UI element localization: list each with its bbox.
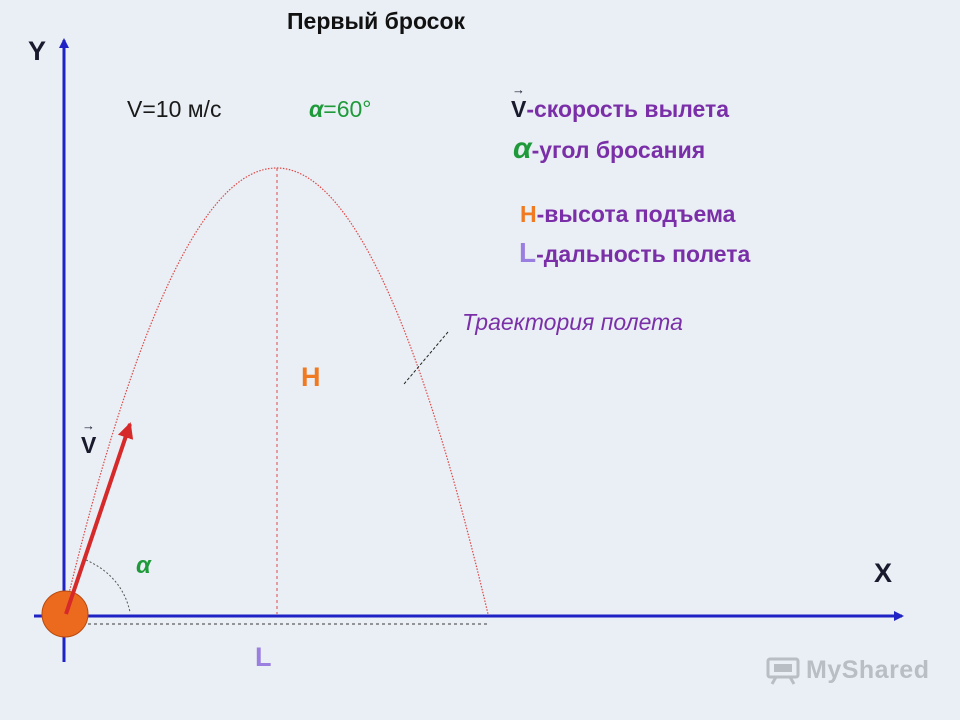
trajectory-label: Траектория полета xyxy=(462,309,683,335)
given-angle: α=60° xyxy=(309,96,371,123)
given-speed: V=10 м/с xyxy=(127,96,222,122)
legend-item-range: L-дальность полета xyxy=(519,237,750,269)
vector-arrow-icon: → xyxy=(512,82,525,97)
given-angle-value: =60° xyxy=(323,96,372,122)
vector-arrow-icon: → xyxy=(82,418,95,433)
velocity-label-text: V xyxy=(81,432,97,458)
legend-text-angle: -угол бросания xyxy=(531,137,706,163)
watermark-text: MyShared xyxy=(806,655,930,684)
trajectory-leader-line xyxy=(403,331,449,385)
velocity-label-vec: → V xyxy=(81,418,97,459)
legend-text-velocity: -скорость вылета xyxy=(526,96,730,122)
legend-text-range: -дальность полета xyxy=(536,241,751,267)
legend-item-velocity: → V-скорость вылета xyxy=(511,82,730,123)
watermark: MyShared xyxy=(766,655,929,685)
legend-text-height: -высота подъема xyxy=(536,201,736,227)
legend-item-height: H-высота подъема xyxy=(520,201,735,228)
presentation-icon xyxy=(766,657,800,685)
legend-key-angle: α xyxy=(513,132,532,165)
ball xyxy=(41,590,89,638)
trajectory-curve xyxy=(63,167,489,615)
given-angle-symbol: α xyxy=(309,96,324,122)
angle-label: α xyxy=(136,552,151,579)
velocity-label: → V xyxy=(81,418,97,459)
slide-title: Первый бросок xyxy=(287,8,466,34)
legend-item-angle: α-угол бросания xyxy=(513,132,705,166)
legend-key-height: H xyxy=(520,201,537,227)
legend-key-velocity-text: V xyxy=(511,96,527,122)
legend-key-range: L xyxy=(519,237,537,268)
angle-arc xyxy=(85,559,131,613)
legend-key-velocity: → V xyxy=(511,82,527,123)
y-axis-label: Y xyxy=(28,36,47,66)
range-label: L xyxy=(255,642,272,672)
velocity-vector xyxy=(64,422,134,615)
x-axis-label: X xyxy=(874,558,893,588)
height-label: H xyxy=(301,362,321,392)
